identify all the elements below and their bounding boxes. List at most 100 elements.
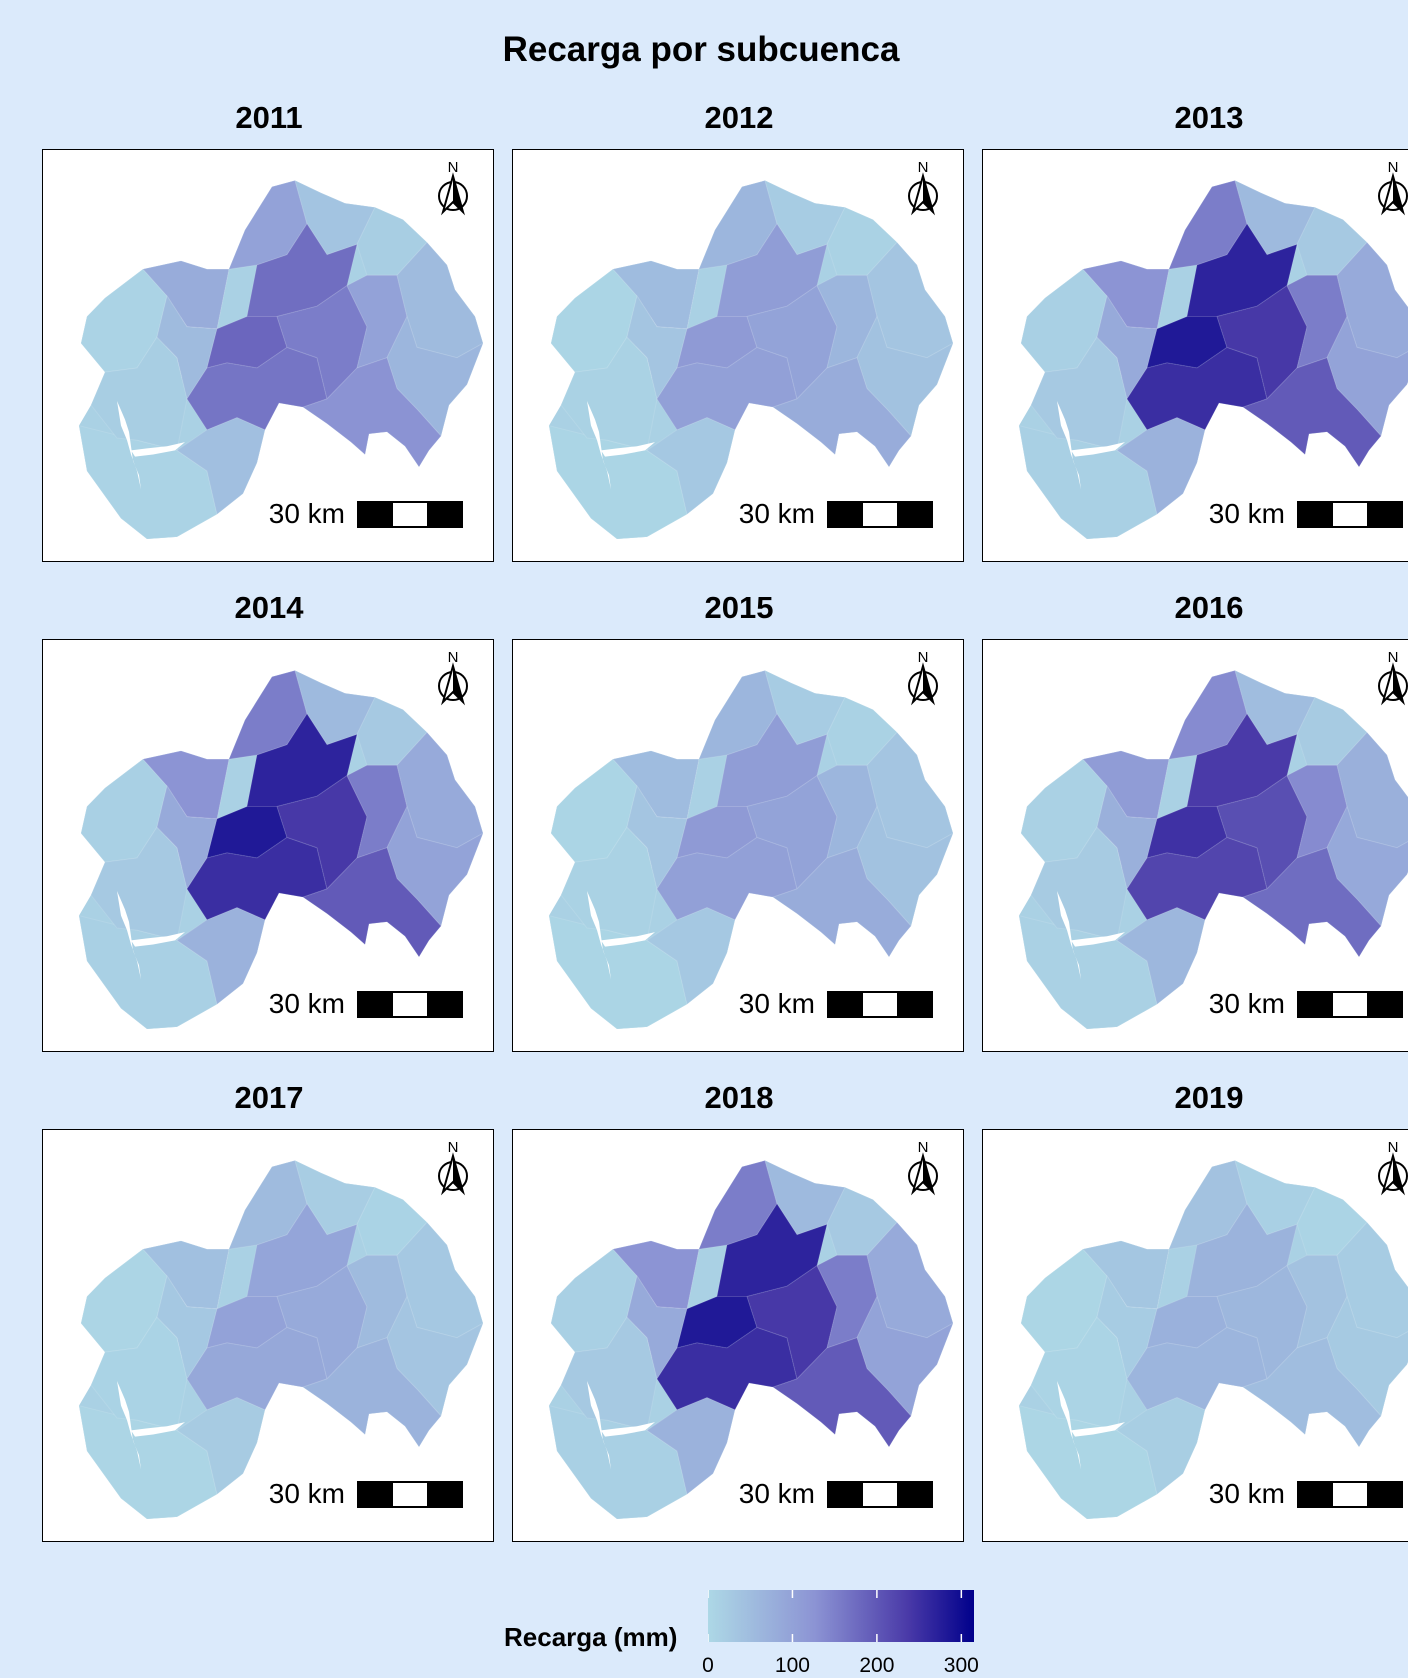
scale-label: 30 km	[268, 988, 345, 1019]
scale-bar-graphic	[1297, 990, 1403, 1018]
scale-label: 30 km	[268, 1478, 345, 1509]
scale-bar: 30 km	[739, 1477, 933, 1511]
subbasin-5	[612, 750, 700, 820]
scale-label: 30 km	[1208, 498, 1285, 529]
north-label: N	[1388, 159, 1399, 176]
panel-title-2014: 2014	[234, 590, 304, 625]
scale-label: 30 km	[738, 498, 815, 529]
map-panel-2018: N 30 km	[512, 1129, 964, 1542]
scale-bar-graphic	[827, 1480, 933, 1508]
legend-tick-label: 0	[702, 1654, 714, 1677]
north-label: N	[918, 649, 929, 666]
subbasin-4	[1030, 336, 1128, 452]
north-arrow-icon: N	[908, 1139, 938, 1196]
panel-title-2012: 2012	[704, 100, 774, 135]
scale-bar: 30 km	[739, 497, 933, 531]
subbasin-4	[560, 1316, 658, 1432]
subbasin-5	[142, 260, 230, 330]
scale-bar-graphic	[1297, 500, 1403, 528]
map-panel-2016: N 30 km	[982, 639, 1408, 1052]
subbasin-4	[90, 1316, 188, 1432]
north-label: N	[448, 649, 459, 666]
north-label: N	[1388, 1139, 1399, 1156]
subbasin-4	[90, 826, 188, 942]
subbasin-map	[548, 669, 954, 1030]
scale-label: 30 km	[268, 498, 345, 529]
subbasin-5	[1082, 750, 1170, 820]
subbasin-map	[548, 1159, 954, 1520]
north-arrow-icon: N	[1378, 159, 1408, 216]
scale-bar: 30 km	[269, 987, 463, 1021]
north-arrow-icon: N	[438, 159, 468, 216]
subbasin-map	[78, 1159, 484, 1520]
scale-label: 30 km	[1208, 988, 1285, 1019]
river-estuary	[587, 1380, 655, 1470]
north-arrow-icon: N	[1378, 649, 1408, 706]
panel-title-2016: 2016	[1174, 590, 1244, 625]
scale-bar-graphic	[1297, 1480, 1403, 1508]
river-estuary	[117, 890, 185, 980]
subbasin-17	[301, 357, 442, 468]
subbasin-4	[560, 826, 658, 942]
legend: Recarga (mm) 0 100 200 300	[500, 1588, 1020, 1677]
figure-title: Recarga por subcuenca	[0, 30, 1408, 70]
subbasin-5	[142, 750, 230, 820]
map-panel-2013: N 30 km	[982, 149, 1408, 562]
north-arrow-icon: N	[908, 649, 938, 706]
river-estuary	[1057, 890, 1125, 980]
north-arrow-icon: N	[1378, 1139, 1408, 1196]
subbasin-map	[1018, 1159, 1408, 1520]
subbasin-17	[1241, 357, 1382, 468]
subbasin-17	[1241, 1337, 1382, 1448]
subbasin-map	[1018, 669, 1408, 1030]
subbasin-17	[301, 847, 442, 958]
scale-label: 30 km	[1208, 1478, 1285, 1509]
north-arrow-icon: N	[438, 649, 468, 706]
panel-title-2013: 2013	[1174, 100, 1244, 135]
scale-bar: 30 km	[739, 987, 933, 1021]
subbasin-map	[78, 179, 484, 540]
north-label: N	[918, 1139, 929, 1156]
north-label: N	[918, 159, 929, 176]
subbasin-17	[771, 1337, 912, 1448]
subbasin-4	[90, 336, 188, 452]
scale-label: 30 km	[738, 988, 815, 1019]
subbasin-17	[301, 1337, 442, 1448]
subbasin-17	[771, 847, 912, 958]
subbasin-15	[1336, 241, 1408, 359]
panel-title-2019: 2019	[1174, 1080, 1244, 1115]
scale-bar-graphic	[357, 990, 463, 1018]
figure-title-text: Recarga por subcuenca	[502, 30, 900, 69]
river-estuary	[587, 400, 655, 490]
scale-bar: 30 km	[1209, 497, 1403, 531]
map-panel-2017: N 30 km	[42, 1129, 494, 1542]
scale-bar-graphic	[827, 990, 933, 1018]
map-panel-2015: N 30 km	[512, 639, 964, 1052]
panel-title-2018: 2018	[704, 1080, 774, 1115]
map-panel-2011: N 30 km	[42, 149, 494, 562]
north-label: N	[1388, 649, 1399, 666]
subbasin-map	[78, 669, 484, 1030]
legend-tick-label: 200	[859, 1654, 895, 1677]
subbasin-4	[560, 336, 658, 452]
scale-bar: 30 km	[1209, 1477, 1403, 1511]
subbasin-5	[1082, 1240, 1170, 1310]
subbasin-4	[1030, 1316, 1128, 1432]
map-panel-2012: N 30 km	[512, 149, 964, 562]
north-arrow-icon: N	[438, 1139, 468, 1196]
legend-tick-label: 100	[774, 1654, 810, 1677]
legend-tick-label: 300	[943, 1654, 979, 1677]
map-panel-2019: N 30 km	[982, 1129, 1408, 1542]
subbasin-5	[612, 260, 700, 330]
legend-title: Recarga (mm)	[504, 1622, 678, 1652]
subbasin-map	[548, 179, 954, 540]
subbasin-15	[1336, 731, 1408, 849]
scale-bar-graphic	[357, 500, 463, 528]
north-label: N	[448, 159, 459, 176]
subbasin-5	[612, 1240, 700, 1310]
subbasin-5	[142, 1240, 230, 1310]
scale-bar-graphic	[357, 1480, 463, 1508]
legend-colorbar	[708, 1590, 974, 1642]
panel-title-2015: 2015	[704, 590, 774, 625]
scale-bar: 30 km	[1209, 987, 1403, 1021]
